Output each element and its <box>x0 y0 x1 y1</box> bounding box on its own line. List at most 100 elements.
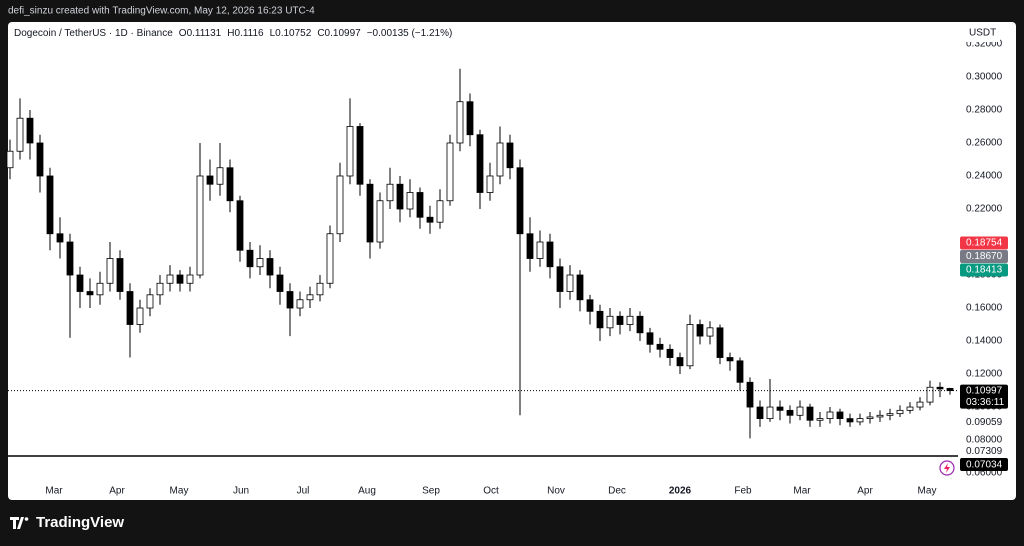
y-tick-label: 0.06000 <box>966 468 1003 479</box>
alert-bolt <box>944 463 950 473</box>
candle-body <box>716 327 724 358</box>
candle-body <box>426 216 434 223</box>
candle-body <box>506 142 514 169</box>
candle-body <box>466 101 474 136</box>
x-tick-label: Apr <box>109 486 125 497</box>
candle-body <box>216 167 224 185</box>
l-label: L <box>270 28 276 39</box>
candle-body <box>6 150 14 169</box>
alert-icon[interactable] <box>939 460 955 476</box>
y-tick-label: 0.08000 <box>966 435 1003 446</box>
candle-body <box>656 343 664 350</box>
candle-body <box>786 409 794 416</box>
price-tag <box>960 263 1008 277</box>
candle-body <box>756 406 764 420</box>
candle-body <box>156 282 164 296</box>
candle-body <box>386 183 394 202</box>
candle-body <box>406 192 414 210</box>
candle-body <box>476 134 484 193</box>
candle-body <box>176 274 184 284</box>
candle-body <box>836 411 844 420</box>
candle-body <box>456 101 464 144</box>
y-tick-label: 0.14000 <box>966 336 1003 347</box>
candle-body <box>586 299 594 312</box>
price-tag <box>960 250 1008 263</box>
candle-body <box>96 282 104 296</box>
candle-body <box>316 282 324 296</box>
candle-body <box>636 315 644 334</box>
logo-mark <box>10 517 24 529</box>
unit[interactable]: USDT <box>969 28 996 39</box>
candle-body <box>286 291 294 309</box>
price-tag <box>960 236 1008 250</box>
candle-body <box>326 233 334 284</box>
candle-body <box>926 386 934 403</box>
candle-body <box>846 418 854 423</box>
candle-body <box>306 294 314 301</box>
candle-body <box>26 117 34 144</box>
candle-body <box>276 274 284 292</box>
last-price-label: 0.10997 <box>966 386 1003 397</box>
candle-body <box>536 241 544 259</box>
chart-panel <box>8 22 1016 500</box>
candle-body <box>686 324 694 367</box>
candle-body <box>446 142 454 202</box>
plot <box>6 68 958 457</box>
candle-body <box>556 266 564 292</box>
candle-body <box>206 175 214 185</box>
y-tick-label: 0.07309 <box>966 446 1003 457</box>
candle-body <box>566 274 574 292</box>
candle-body <box>356 126 364 185</box>
candle-body <box>146 294 154 309</box>
candle-body <box>496 142 504 177</box>
candle-body <box>16 117 24 152</box>
candle-body <box>346 126 354 177</box>
candle-body <box>526 233 534 259</box>
candle-body <box>706 327 714 337</box>
alert-ring <box>939 460 955 476</box>
candle-body <box>56 233 64 243</box>
unit-bg <box>960 24 1000 42</box>
candle-body <box>886 413 894 416</box>
o-label: O <box>179 28 187 39</box>
candle-body <box>136 307 144 325</box>
legend: Dogecoin / TetherUS · 1D · Binance O0.111… <box>14 28 452 39</box>
candle-body <box>166 274 174 284</box>
candle-body <box>226 167 234 202</box>
x-tick-label: Jun <box>233 486 249 497</box>
candle-body <box>676 357 684 367</box>
candle-body <box>186 274 194 284</box>
c-value: 0.10997 <box>325 28 362 39</box>
x-tick-label: Mar <box>793 486 811 497</box>
c-label: C <box>317 28 324 39</box>
x-tick-label: Sep <box>422 486 440 497</box>
candle-body <box>486 175 494 193</box>
y-tick-label: 0.30000 <box>966 72 1003 83</box>
candle-body <box>246 249 254 268</box>
candle-body <box>746 381 754 408</box>
candle-body <box>366 183 374 243</box>
symbol: Dogecoin / TetherUS · 1D · Binance <box>14 28 173 39</box>
candle-body <box>856 418 864 423</box>
x-tick-label: Apr <box>857 486 873 497</box>
y-tick-label: 0.09059 <box>966 417 1003 428</box>
candle-body <box>596 310 604 329</box>
candle-body <box>766 406 774 420</box>
last-price-tag <box>960 384 1008 409</box>
candle-body <box>66 241 74 276</box>
candle-body <box>376 200 384 243</box>
y-tick-label: 0.12000 <box>966 369 1003 380</box>
candle-body <box>86 291 94 296</box>
x-tick-label: Nov <box>547 486 565 497</box>
price-tag-label: 0.18413 <box>966 265 1003 276</box>
candle-body <box>866 416 874 420</box>
credit: defi_sinzu created with TradingView.com,… <box>8 6 315 17</box>
y-tick-label: 0.26000 <box>966 138 1003 149</box>
x-tick-label: Oct <box>483 486 499 497</box>
candle-body <box>266 258 274 276</box>
candle-body <box>196 175 204 276</box>
candle-body <box>396 183 404 210</box>
y-tick-label: 0.22000 <box>966 204 1003 215</box>
candle-body <box>906 406 914 411</box>
